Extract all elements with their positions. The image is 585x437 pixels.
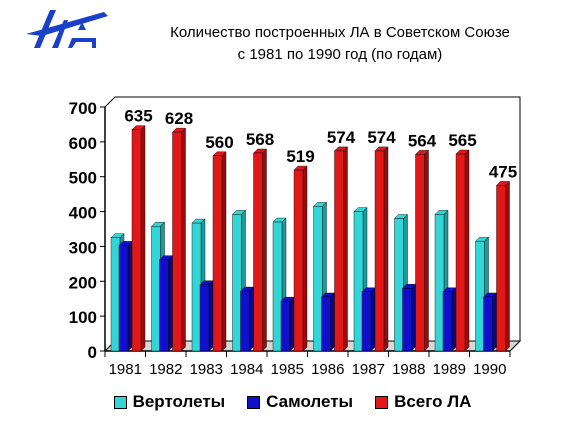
- bar-planes: [241, 291, 250, 351]
- bar-total: [132, 130, 141, 351]
- bar-side: [465, 150, 469, 351]
- data-label: 628: [165, 109, 193, 128]
- data-label: 635: [124, 107, 152, 126]
- bar-helicopters: [435, 214, 444, 351]
- data-label: 574: [367, 128, 396, 147]
- bar-side: [331, 293, 335, 351]
- bar-planes: [281, 301, 290, 351]
- bar-helicopters: [476, 241, 485, 351]
- bar-planes: [200, 285, 209, 351]
- data-label: 574: [327, 128, 356, 147]
- bar-side: [209, 281, 213, 351]
- bar-side: [384, 147, 388, 351]
- data-label: 475: [489, 162, 517, 181]
- bar-chart: 0 100 200 300 400 500 600 700 635 1981 628 1982 560 1…: [0, 0, 585, 390]
- x-tick-label: 1982: [149, 361, 182, 378]
- bar-side: [303, 166, 307, 351]
- bar-helicopters: [152, 226, 161, 351]
- legend-item-total: Всего ЛА: [375, 392, 471, 412]
- bar-side: [371, 288, 375, 351]
- bar-planes: [119, 245, 128, 351]
- bar-planes: [484, 297, 493, 351]
- bar-side: [250, 287, 254, 351]
- bar-helicopters: [314, 206, 323, 351]
- bar-total: [335, 151, 344, 351]
- legend-swatch-planes: [247, 396, 260, 409]
- bar-planes: [362, 292, 371, 351]
- legend-swatch-helicopters: [114, 396, 127, 409]
- data-label: 560: [205, 133, 233, 152]
- data-label: 568: [246, 130, 274, 149]
- bar-total: [497, 185, 506, 351]
- bar-side: [128, 241, 132, 351]
- y-tick-label: 200: [69, 273, 97, 292]
- bar-side: [452, 288, 456, 351]
- bar-side: [222, 152, 226, 351]
- bar-total: [416, 154, 425, 351]
- y-tick-label: 600: [69, 134, 97, 153]
- bar-side: [141, 126, 145, 351]
- bar-side: [344, 147, 348, 351]
- bar-side: [263, 149, 267, 351]
- x-tick-label: 1984: [230, 361, 263, 378]
- bar-side: [506, 181, 510, 351]
- bar-total: [254, 153, 263, 351]
- bar-side: [425, 150, 429, 351]
- bar-total: [294, 170, 303, 351]
- x-tick-label: 1986: [311, 361, 344, 378]
- x-tick-label: 1981: [109, 361, 142, 378]
- bar-side: [290, 297, 294, 351]
- bar-side: [493, 293, 497, 351]
- x-tick-label: 1987: [352, 361, 385, 378]
- bar-total: [213, 156, 222, 351]
- bar-planes: [160, 260, 169, 351]
- bar-total: [456, 154, 465, 351]
- bar-total: [173, 132, 182, 351]
- bar-planes: [443, 292, 452, 351]
- y-tick-label: 300: [69, 238, 97, 257]
- y-tick-label: 700: [69, 99, 97, 118]
- legend-label-total: Всего ЛА: [394, 392, 471, 412]
- chart-legend: Вертолеты Самолеты Всего ЛА: [0, 392, 585, 412]
- bar-helicopters: [111, 238, 120, 351]
- legend-label-helicopters: Вертолеты: [133, 392, 226, 412]
- bar-planes: [322, 297, 331, 351]
- legend-swatch-total: [375, 396, 388, 409]
- y-tick-label: 400: [69, 204, 97, 223]
- y-tick-label: 100: [69, 308, 97, 327]
- data-label: 565: [448, 131, 476, 150]
- y-tick-label: 500: [69, 169, 97, 188]
- bar-side: [182, 128, 186, 351]
- legend-item-planes: Самолеты: [247, 392, 353, 412]
- y-tick-label: 0: [88, 343, 97, 362]
- x-tick-label: 1988: [392, 361, 425, 378]
- bar-planes: [403, 288, 412, 351]
- legend-item-helicopters: Вертолеты: [114, 392, 226, 412]
- bar-helicopters: [273, 222, 282, 351]
- x-tick-label: 1983: [190, 361, 223, 378]
- bar-side: [169, 256, 173, 351]
- data-label: 519: [286, 147, 314, 166]
- bar-total: [375, 151, 384, 351]
- bar-helicopters: [233, 214, 242, 351]
- x-tick-label: 1985: [271, 361, 304, 378]
- data-label: 564: [408, 131, 437, 150]
- bar-helicopters: [192, 223, 201, 351]
- x-tick-label: 1990: [473, 361, 506, 378]
- x-tick-label: 1989: [433, 361, 466, 378]
- bar-side: [412, 284, 416, 351]
- legend-label-planes: Самолеты: [266, 392, 353, 412]
- bar-helicopters: [354, 212, 363, 351]
- bar-helicopters: [395, 219, 404, 351]
